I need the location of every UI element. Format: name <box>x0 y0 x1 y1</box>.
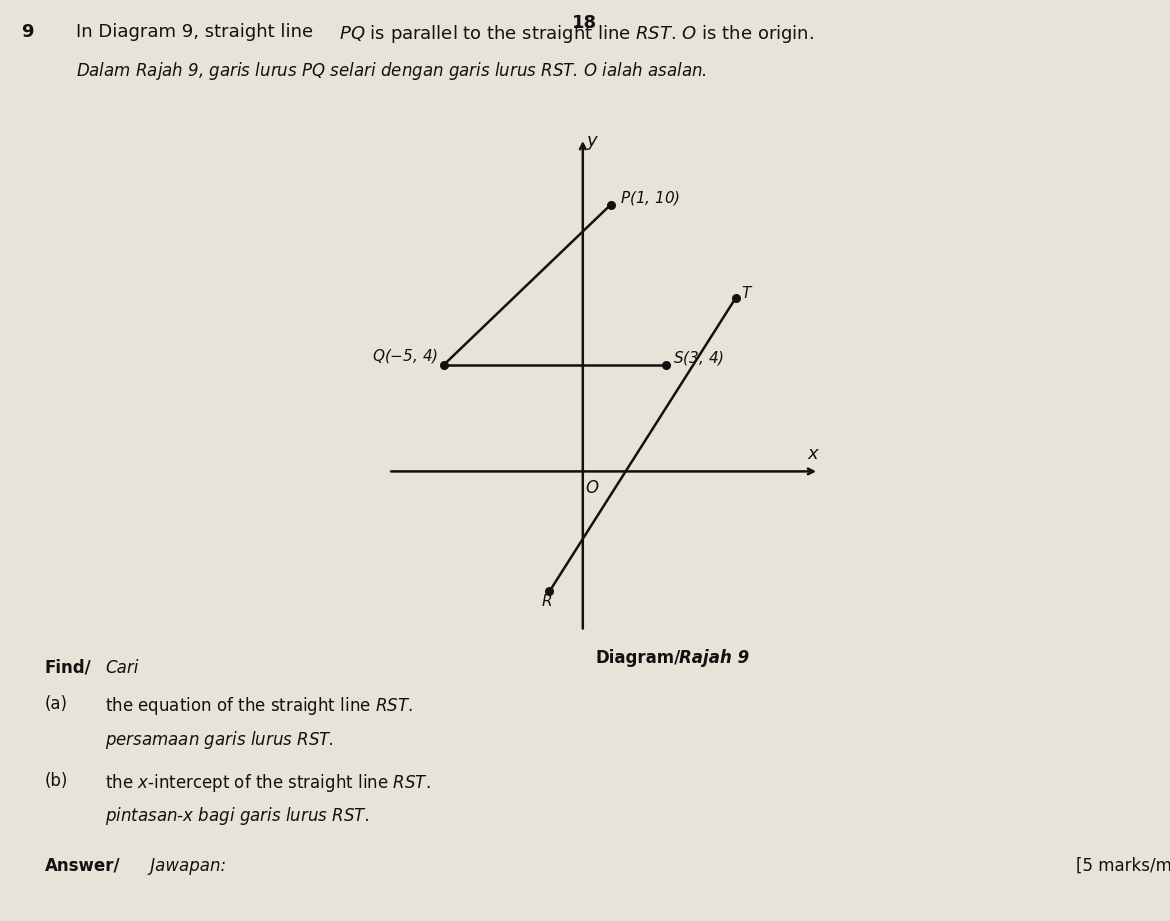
Text: $PQ$ is parallel to the straight line $RST$. $O$ is the origin.: $PQ$ is parallel to the straight line $R… <box>76 23 814 45</box>
Text: Rajah 9: Rajah 9 <box>679 649 749 668</box>
Text: Jawapan:: Jawapan: <box>145 857 226 875</box>
Text: [5 marks/m: [5 marks/m <box>1076 857 1170 875</box>
Text: In Diagram 9, straight line: In Diagram 9, straight line <box>76 23 319 41</box>
Text: (b): (b) <box>44 772 68 790</box>
Text: Answer/: Answer/ <box>44 857 121 875</box>
Text: (a): (a) <box>44 695 68 714</box>
Text: $Q$(−5, 4): $Q$(−5, 4) <box>372 347 439 366</box>
Text: Diagram/: Diagram/ <box>596 649 681 668</box>
Text: Dalam Rajah 9, garis lurus $PQ$ selari dengan garis lurus $RST$. $O$ ialah asala: Dalam Rajah 9, garis lurus $PQ$ selari d… <box>76 60 707 82</box>
Text: persamaan garis lurus $RST$.: persamaan garis lurus $RST$. <box>105 729 335 752</box>
Text: Cari: Cari <box>105 659 139 677</box>
Text: the equation of the straight line $RST$.: the equation of the straight line $RST$. <box>105 695 413 717</box>
Text: $O$: $O$ <box>585 479 600 496</box>
Text: $x$: $x$ <box>807 446 820 463</box>
Text: $R$: $R$ <box>541 593 552 609</box>
Text: $T$: $T$ <box>742 286 753 301</box>
Text: pintasan-$x$ bagi garis lurus $RST$.: pintasan-$x$ bagi garis lurus $RST$. <box>105 805 370 827</box>
Text: $y$: $y$ <box>586 134 599 152</box>
Text: 18: 18 <box>572 14 598 32</box>
Text: $S$(3, 4): $S$(3, 4) <box>673 348 724 367</box>
Text: Find/: Find/ <box>44 659 91 677</box>
Text: the $x$-intercept of the straight line $RST$.: the $x$-intercept of the straight line $… <box>105 772 431 794</box>
Text: $P$(1, 10): $P$(1, 10) <box>620 189 681 206</box>
Text: 9: 9 <box>21 23 34 41</box>
